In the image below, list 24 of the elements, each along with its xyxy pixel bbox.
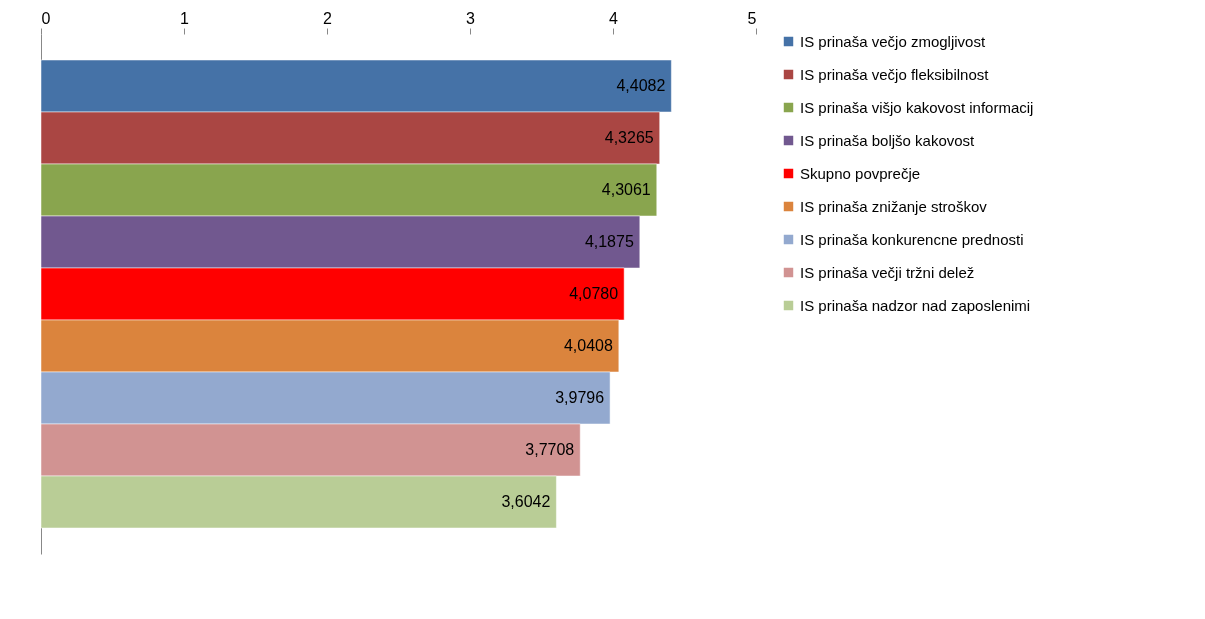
x-tick-label: 0 [41, 9, 51, 27]
x-tick-label: 4 [609, 9, 619, 27]
legend-label: IS prinaša boljšo kakovost [800, 131, 976, 149]
data-label: 4,3061 [601, 181, 651, 198]
legend-label: IS prinaša večjo zmogljivost [800, 32, 986, 50]
legend-label: IS prinaša znižanje stroškov [800, 197, 988, 215]
legend-label: IS prinaša konkurencne prednosti [800, 230, 1024, 248]
legend-label: IS prinaša večjo fleksibilnost [800, 65, 990, 83]
data-label: 4,4082 [616, 77, 666, 94]
data-label: 4,0408 [563, 337, 613, 354]
x-tick-label: 3 [466, 9, 476, 27]
data-label: 3,6042 [501, 493, 551, 510]
x-tick-label: 1 [180, 9, 190, 27]
data-label: 4,0780 [569, 285, 619, 302]
legend-label: Skupno povprečje [800, 164, 921, 182]
x-tick-label: 2 [323, 9, 333, 27]
legend-label: IS prinaša višjo kakovost informacij [800, 98, 1034, 116]
data-label: 4,3265 [604, 129, 654, 146]
legend-label: IS prinaša nadzor nad zaposlenimi [800, 296, 1031, 314]
legend-label: IS prinaša večji tržni delež [800, 263, 975, 281]
data-label: 3,7708 [525, 441, 575, 458]
data-label: 4,1875 [584, 233, 634, 250]
x-tick-label: 5 [747, 9, 757, 27]
data-label: 3,9796 [555, 389, 605, 406]
